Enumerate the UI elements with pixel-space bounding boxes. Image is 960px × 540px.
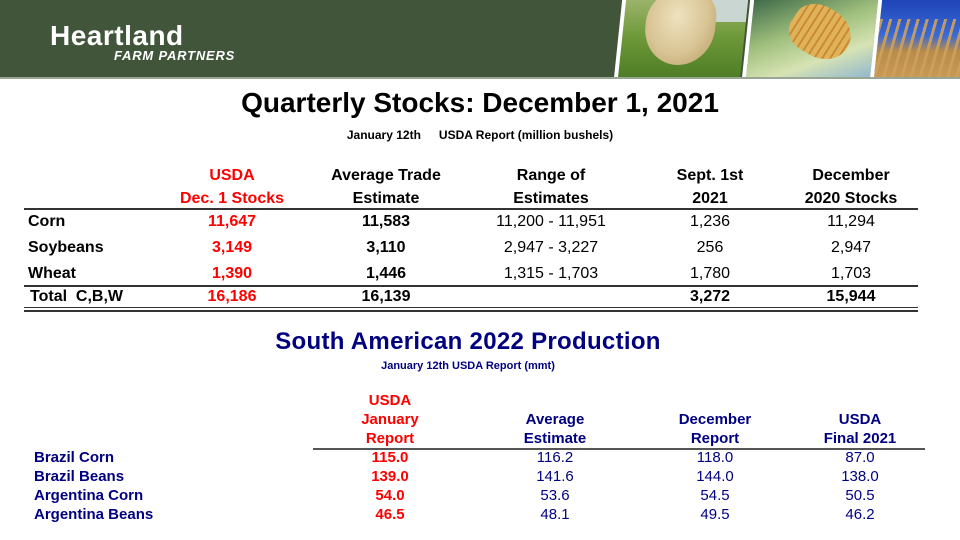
range-value: 1,315 - 1,703 — [503, 265, 599, 282]
total-sept-value: 3,272 — [689, 288, 731, 305]
range-value: 11,200 - 11,951 — [496, 213, 606, 230]
row-label: Brazil Beans — [34, 468, 125, 485]
row-label: Soybeans — [28, 239, 104, 256]
usda-value: 1,390 — [211, 265, 253, 282]
col-header-usda-dec1: USDA Dec. 1 Stocks — [179, 167, 285, 207]
col-header-dec2020: December 2020 Stocks — [804, 167, 898, 207]
final2021-value: 46.2 — [845, 506, 875, 523]
row-label: Brazil Corn — [34, 449, 115, 466]
sept-value: 256 — [696, 239, 724, 256]
total-avg-value: 16,139 — [361, 288, 411, 305]
avg-value: 141.6 — [536, 468, 574, 485]
dec2020-value: 2,947 — [830, 239, 872, 256]
final2021-value: 50.5 — [845, 487, 875, 504]
avg-value: 1,446 — [365, 265, 407, 282]
row-label: Argentina Beans — [34, 506, 154, 523]
col-header-range: Range of Estimates — [513, 167, 589, 207]
quarterly-stocks-table: USDA Dec. 1 Stocks Average Trade Estimate … — [24, 167, 918, 312]
col-header-december-report: December Report — [678, 411, 752, 447]
col-header-usda-january: USDA January Report — [361, 392, 419, 447]
dec-value: 118.0 — [696, 449, 734, 466]
usda-jan-value: 54.0 — [375, 487, 405, 504]
row-label: Wheat — [28, 265, 76, 282]
logo-sub-text: FARM PARTNERS — [114, 48, 236, 63]
table-bottom-double-line-2 — [24, 310, 918, 312]
col-header-sept1: Sept. 1st 2021 — [676, 167, 744, 207]
dec2020-value: 11,294 — [827, 213, 875, 230]
subtitle-report: USDA Report (million bushels) — [438, 128, 614, 142]
subtitle-date: January 12th — [346, 128, 421, 142]
total-label: Total C,B,W — [30, 288, 124, 305]
total-row-divider — [24, 285, 918, 287]
usda-jan-value: 46.5 — [375, 506, 405, 523]
row-label: Corn — [28, 213, 66, 230]
table-bottom-double-line — [24, 307, 918, 308]
heartland-logo: Heartland FARM PARTNERS — [50, 22, 235, 63]
total-dec2020-value: 15,944 — [826, 288, 876, 305]
usda-value: 11,647 — [207, 213, 257, 230]
avg-value: 53.6 — [540, 487, 570, 504]
final2021-value: 87.0 — [845, 449, 875, 466]
dec2020-value: 1,703 — [830, 265, 872, 282]
row-label: Argentina Corn — [34, 487, 144, 504]
south-america-subtitle: January 12th USDA Report (mmt) — [381, 360, 555, 372]
avg-value: 48.1 — [540, 506, 570, 523]
header-banner: Heartland FARM PARTNERS — [0, 0, 960, 79]
dec-value: 54.5 — [700, 487, 730, 504]
col-header-usda-final-2021: USDA Final 2021 — [823, 411, 897, 447]
usda-jan-value: 139.0 — [371, 468, 409, 485]
sept-value: 1,236 — [689, 213, 731, 230]
avg-value: 116.2 — [536, 449, 574, 466]
usda-value: 3,149 — [211, 239, 253, 256]
sa-header-divider — [313, 448, 925, 450]
quarterly-stocks-subtitle: January 12th USDA Report (million bushels… — [0, 128, 960, 142]
dec-value: 144.0 — [696, 468, 734, 485]
south-america-title: South American 2022 Production — [275, 328, 661, 355]
total-usda-value: 16,186 — [207, 288, 257, 305]
dec-value: 49.5 — [700, 506, 730, 523]
quarterly-stocks-title: Quarterly Stocks: December 1, 2021 — [241, 87, 719, 118]
col-header-avg-trade: Average Trade Estimate — [331, 167, 441, 207]
range-value: 2,947 - 3,227 — [503, 239, 599, 256]
sept-value: 1,780 — [689, 265, 731, 282]
logo-main-text: Heartland — [50, 20, 184, 51]
col-header-average-estimate: Average Estimate — [523, 411, 587, 447]
table-header-divider — [24, 208, 918, 210]
avg-value: 11,583 — [361, 213, 411, 230]
avg-value: 3,110 — [366, 239, 406, 256]
header-divider — [0, 77, 960, 79]
final2021-value: 138.0 — [841, 468, 879, 485]
usda-jan-value: 115.0 — [371, 449, 409, 466]
